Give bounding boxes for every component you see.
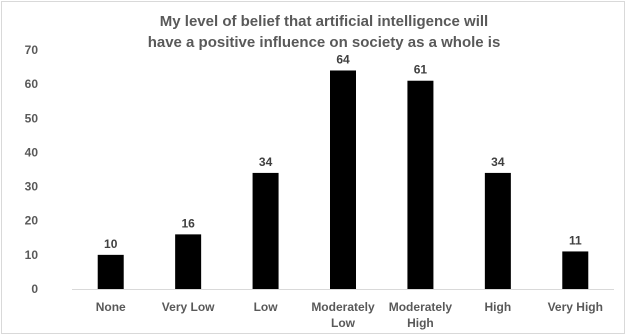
x-tick-label: High (407, 316, 434, 330)
bar (97, 254, 124, 289)
x-tick-label: Moderately (311, 300, 375, 314)
y-tick-label: 60 (25, 77, 39, 91)
x-tick-label: Very High (548, 300, 603, 314)
x-tick-label: Low (331, 316, 356, 330)
bar (175, 234, 202, 289)
y-tick-label: 30 (25, 180, 39, 194)
y-tick-label: 40 (25, 145, 39, 159)
data-label: 10 (104, 237, 118, 251)
bar (407, 80, 434, 289)
bar (484, 172, 511, 289)
y-axis: 0 10 20 30 40 50 60 70 (25, 43, 39, 296)
x-tick-label: High (485, 300, 512, 314)
x-axis: None Very Low Low Moderately Low Moderately Hi… (72, 289, 614, 330)
chart-title-line-1: My level of belief that artificial intel… (160, 13, 488, 30)
data-label: 34 (259, 155, 273, 169)
chart-title: My level of belief that artificial intel… (148, 13, 501, 51)
bar (330, 70, 356, 289)
y-tick-label: 70 (25, 43, 39, 57)
bars: 10 16 34 64 61 34 11 (97, 52, 589, 289)
x-tick-label: Very Low (162, 300, 215, 314)
x-tick-label: Moderately (389, 300, 453, 314)
y-tick-label: 20 (25, 214, 39, 228)
data-label: 16 (181, 216, 195, 230)
x-tick-label: Low (254, 300, 279, 314)
data-label: 61 (414, 63, 428, 77)
bar (252, 172, 279, 289)
y-tick-label: 50 (25, 111, 39, 125)
data-label: 64 (336, 52, 350, 66)
data-label: 11 (569, 233, 582, 247)
data-label: 34 (491, 155, 505, 169)
chart-title-line-2: have a positive influence on society as … (148, 34, 501, 51)
y-tick-label: 10 (25, 248, 39, 262)
bar (562, 251, 589, 289)
x-tick-label: None (96, 300, 126, 314)
y-tick-label: 0 (31, 282, 38, 296)
